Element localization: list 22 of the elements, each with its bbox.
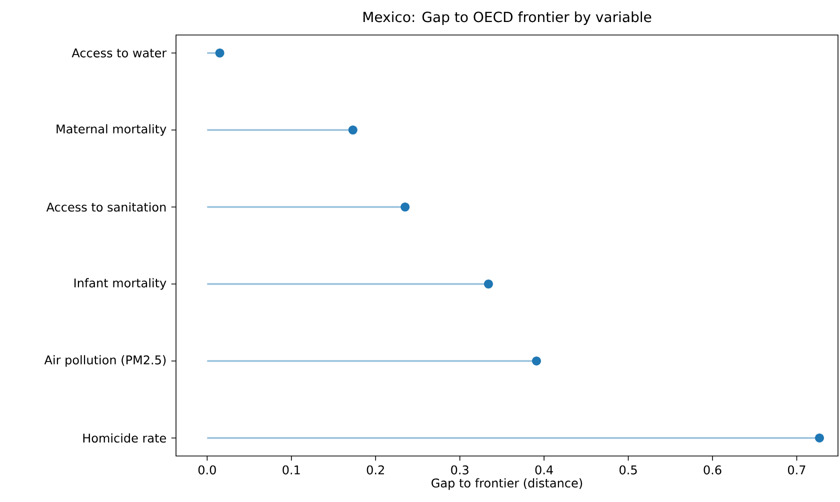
x-tick-label: 0.2	[366, 465, 384, 474]
chart-title: Mexico: Gap to OECD frontier by variable	[363, 11, 652, 25]
x-tick-label: 0.4	[535, 465, 553, 474]
point	[400, 202, 410, 212]
x-tick-label: 0.5	[620, 465, 637, 474]
point	[814, 433, 824, 443]
y-tick-label: Homicide rate	[83, 433, 166, 443]
y-tick-label: Maternal mortality	[56, 124, 166, 136]
x-tick-label: 0.7	[788, 465, 806, 474]
point	[484, 279, 494, 289]
x-tick-label: 0.0	[198, 465, 216, 474]
y-tick-label: Infant mortality	[74, 278, 166, 290]
x-axis-title: Gap to frontier (distance)	[432, 478, 582, 490]
point	[348, 125, 358, 135]
y-tick-label: Access to sanitation	[46, 202, 166, 212]
x-tick-label: 0.1	[282, 465, 300, 474]
x-tick-label: 0.3	[451, 465, 468, 474]
x-tick-label: 0.6	[704, 465, 722, 474]
y-tick-label: Air pollution (PM2.5)	[44, 355, 166, 367]
point	[215, 48, 224, 58]
y-tick-label: Access to water	[72, 48, 167, 58]
point	[532, 356, 542, 366]
